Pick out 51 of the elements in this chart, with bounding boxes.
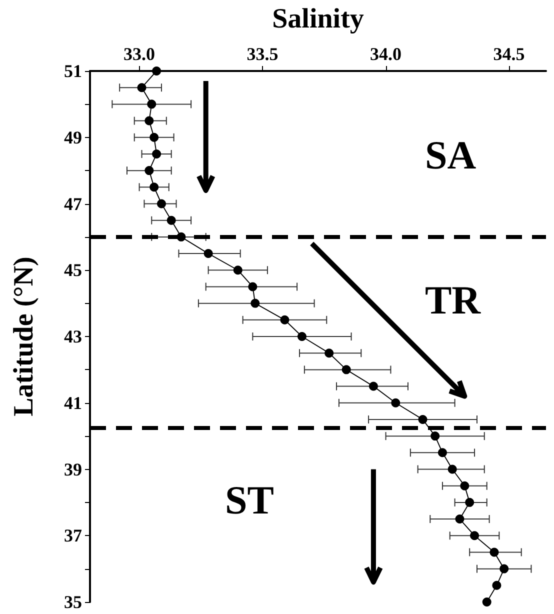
point (144, 166, 154, 176)
point (448, 464, 457, 474)
point (324, 348, 334, 358)
point (342, 365, 351, 374)
x-tick-label: 34.5 (493, 44, 525, 64)
point (297, 332, 306, 341)
y-tick-label: 43 (64, 326, 82, 346)
point (152, 149, 162, 158)
point (204, 249, 213, 258)
point (150, 182, 159, 192)
point (280, 315, 290, 324)
annotation: SA (425, 132, 476, 178)
y-tick-label: 39 (64, 459, 82, 480)
point (248, 282, 258, 292)
point (250, 298, 260, 308)
point (176, 232, 186, 242)
annotation: ST (225, 478, 274, 522)
point (455, 514, 464, 524)
point (430, 432, 440, 441)
point (465, 498, 474, 507)
y-tick-label: 35 (64, 592, 82, 612)
y-tick-label: 51 (64, 61, 82, 81)
point (150, 132, 159, 142)
point (438, 448, 447, 458)
point (470, 531, 480, 540)
y-tick-label: 37 (64, 526, 82, 546)
point (166, 216, 176, 225)
point (144, 116, 154, 126)
point (137, 83, 146, 92)
point (492, 580, 502, 590)
y-tick-label: 45 (64, 260, 82, 280)
point (368, 382, 378, 391)
point (460, 481, 470, 490)
x-axis-title: Salinity (272, 4, 364, 34)
point (490, 548, 499, 557)
point (418, 414, 428, 424)
y-tick-label: 41 (64, 392, 82, 413)
point (233, 266, 242, 275)
point (152, 66, 162, 76)
x-tick-label: 33.0 (124, 44, 156, 64)
point (391, 398, 400, 408)
point (500, 564, 509, 574)
x-tick-label: 34.0 (370, 44, 402, 64)
annotation: TR (425, 278, 482, 322)
point (482, 598, 492, 606)
point (147, 100, 156, 109)
y-axis-title: Latitude (°N) (8, 256, 40, 416)
x-tick-label: 33.5 (246, 44, 278, 64)
y-tick-label: 49 (64, 127, 82, 148)
y-tick-label: 47 (64, 194, 82, 214)
point (156, 199, 166, 208)
